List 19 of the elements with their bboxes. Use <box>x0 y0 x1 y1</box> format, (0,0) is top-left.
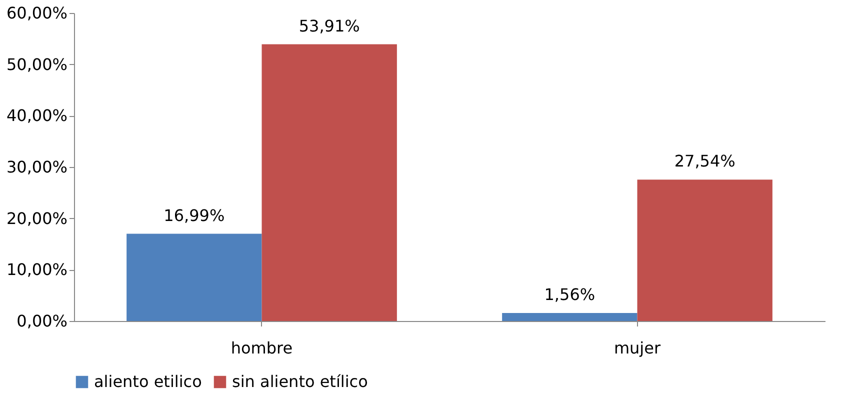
data-label: 1,56% <box>544 284 596 304</box>
x-tick-label: hombre <box>230 338 293 358</box>
y-tick-label: 60,00% <box>6 4 68 22</box>
bar <box>262 44 397 321</box>
data-label: 27,54% <box>674 152 736 171</box>
data-label: 53,91% <box>298 16 360 36</box>
y-tick-label: 40,00% <box>6 106 68 126</box>
bar <box>502 312 638 321</box>
bar <box>126 234 262 321</box>
y-tick-label: 0,00% <box>16 312 68 330</box>
bar <box>637 180 772 321</box>
x-tick-label: mujer <box>614 338 661 358</box>
y-tick-label: 30,00% <box>6 158 68 176</box>
legend-label: aliento etilico <box>94 372 202 391</box>
y-tick-label: 50,00% <box>6 54 68 74</box>
y-tick-label: 20,00% <box>6 208 68 228</box>
y-tick-label: 10,00% <box>6 260 68 280</box>
legend-label: sin aliento etílico <box>232 372 368 391</box>
data-label: 16,99% <box>164 206 225 225</box>
